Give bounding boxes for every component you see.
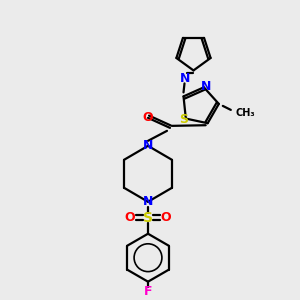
Text: CH₃: CH₃ xyxy=(236,108,255,118)
Text: O: O xyxy=(125,211,135,224)
Text: O: O xyxy=(161,211,171,224)
Text: S: S xyxy=(143,211,153,225)
Text: N: N xyxy=(143,195,153,208)
Text: N: N xyxy=(143,139,153,152)
Text: N: N xyxy=(180,72,191,85)
Text: S: S xyxy=(179,113,188,126)
Text: N: N xyxy=(201,80,211,93)
Text: F: F xyxy=(144,285,152,298)
Text: O: O xyxy=(143,111,153,124)
